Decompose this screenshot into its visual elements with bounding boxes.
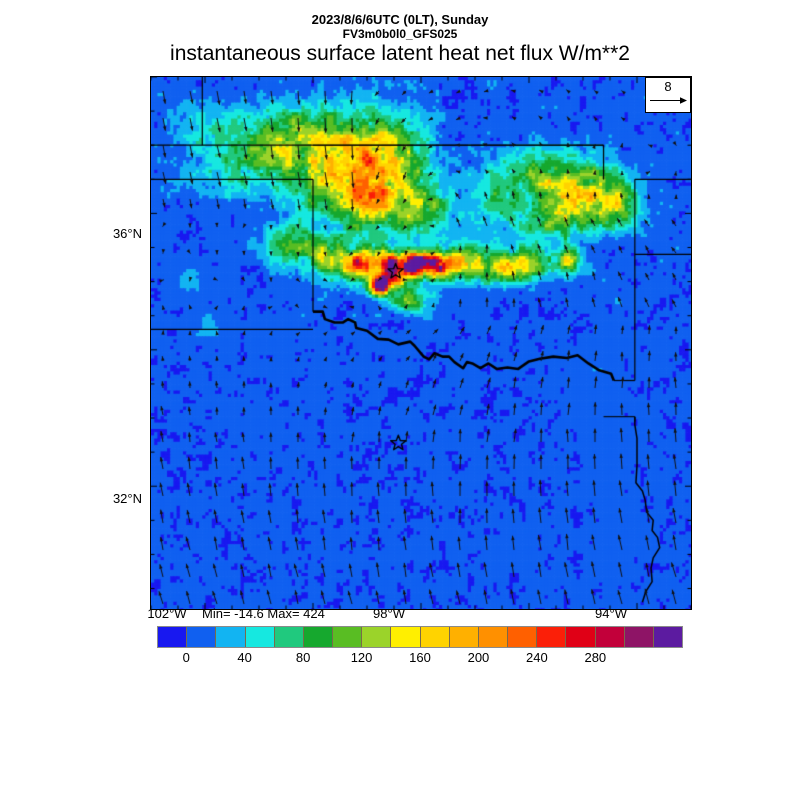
- colorbar-tick-label: 240: [526, 650, 548, 665]
- colorbar-tick-label: 80: [295, 650, 311, 665]
- reference-vector-key: 8: [645, 77, 691, 113]
- colorbar-swatch: [420, 627, 450, 647]
- colorbar-swatch: [537, 627, 567, 647]
- colorbar-tick-label: 0: [182, 650, 190, 665]
- chart-model-name: FV3m0b0l0_GFS025: [342, 27, 458, 41]
- lat-label-36n: 36°N: [112, 226, 142, 241]
- colorbar-swatch: [187, 627, 217, 647]
- colorbar-swatch: [245, 627, 275, 647]
- colorbar-tick-label: 40: [237, 650, 252, 665]
- colorbar-swatch: [595, 627, 625, 647]
- chart-title: instantaneous surface latent heat net fl…: [170, 42, 630, 65]
- colorbar-swatches: [157, 626, 683, 648]
- lon-label-94w: 94°W: [595, 606, 627, 621]
- map-plot-area[interactable]: 8: [150, 76, 692, 610]
- colorbar-swatch: [303, 627, 334, 647]
- colorbar-swatch: [333, 627, 363, 647]
- colorbar-swatch: [391, 627, 421, 647]
- minmax-statistics: Min= -14.6 Max= 424: [202, 606, 325, 621]
- lon-label-98w: 98°W: [373, 606, 405, 621]
- colorbar-swatch: [216, 627, 246, 647]
- colorbar-swatch: [566, 627, 596, 647]
- colorbar: [157, 626, 683, 648]
- colorbar-tick-label: 280: [584, 650, 607, 665]
- chart-datetime: 2023/8/6/6UTC (0LT), Sunday: [311, 12, 489, 27]
- colorbar-swatch: [274, 627, 304, 647]
- colorbar-swatch: [449, 627, 479, 647]
- lon-label-102w: 102°W: [147, 606, 187, 621]
- colorbar-swatch: [508, 627, 538, 647]
- colorbar-swatch: [653, 627, 683, 647]
- colorbar-tick-label: 160: [409, 650, 431, 665]
- colorbar-swatch: [624, 627, 654, 647]
- colorbar-swatch: [158, 627, 188, 647]
- colorbar-tick-label: 120: [350, 650, 373, 665]
- colorbar-swatch: [478, 627, 509, 647]
- reference-vector-label: 8: [664, 79, 672, 94]
- lat-label-32n: 32°N: [112, 491, 142, 506]
- heatmap-canvas: [151, 77, 691, 609]
- title-block: 2023/8/6/6UTC (0LT), Sunday FV3m0b0l0_GF…: [0, 12, 800, 41]
- right-arrow-icon: [650, 97, 687, 104]
- colorbar-swatch: [362, 627, 392, 647]
- colorbar-tick-label: 200: [467, 650, 490, 665]
